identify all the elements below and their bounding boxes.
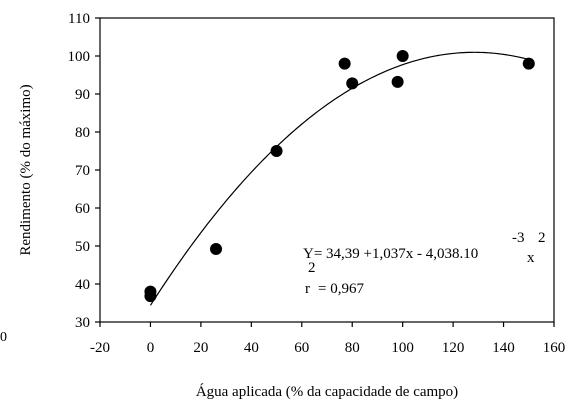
y-tick-label: 90 (75, 87, 90, 103)
y-axis-title: Rendimento (% do máximo) (18, 84, 34, 255)
x-tick-label: 140 (492, 340, 515, 356)
y-tick-label: 80 (75, 125, 90, 141)
equation-x: x (527, 250, 535, 266)
y-tick-labels: 30 40 50 60 70 80 90 100 110 (68, 11, 91, 331)
data-point (391, 75, 404, 88)
x-tick-label: 120 (442, 340, 465, 356)
stray-label: 0 (0, 330, 7, 345)
y-tick-label: 110 (68, 11, 90, 27)
data-point (210, 243, 223, 256)
plot-frame (99, 17, 555, 323)
data-point (144, 285, 157, 298)
x-tick-label: 20 (193, 340, 208, 356)
r-squared-letter: r (305, 281, 310, 297)
y-tick-label: 40 (75, 277, 90, 293)
data-point (346, 77, 359, 90)
equation-square: 2 (538, 230, 546, 246)
r-squared-exponent: 2 (308, 260, 316, 276)
x-tick-label: -20 (90, 340, 110, 356)
x-axis-title: Água aplicada (% da capacidade de campo) (196, 383, 458, 400)
data-point (396, 50, 409, 62)
y-tick-label: 60 (75, 201, 90, 217)
x-tick-label: 40 (244, 340, 259, 356)
axis-ticks (95, 17, 555, 327)
equation-exponent: -3 (512, 230, 525, 246)
fit-curve (149, 51, 529, 306)
x-tick-label: 100 (391, 340, 414, 356)
x-tick-label: 0 (147, 340, 155, 356)
x-tick-label: 160 (543, 340, 566, 356)
x-tick-label: 60 (294, 340, 309, 356)
data-point (338, 57, 351, 70)
y-tick-label: 70 (75, 163, 90, 179)
data-point (270, 145, 283, 157)
x-tick-label: 80 (345, 340, 360, 356)
data-points (144, 50, 535, 303)
x-tick-labels: -20 0 20 40 60 80 100 120 140 160 (90, 340, 565, 356)
equation-main: Y= 34,39 +1,037x - 4,038.10 (303, 246, 478, 262)
y-tick-label: 30 (75, 315, 90, 331)
equation-annotation: Y= 34,39 +1,037x - 4,038.10 -3 x 2 2 r =… (303, 230, 546, 297)
r-squared-value: = 0,967 (318, 281, 364, 297)
y-tick-label: 100 (68, 49, 91, 65)
data-point (522, 57, 535, 70)
y-tick-label: 50 (75, 239, 90, 255)
